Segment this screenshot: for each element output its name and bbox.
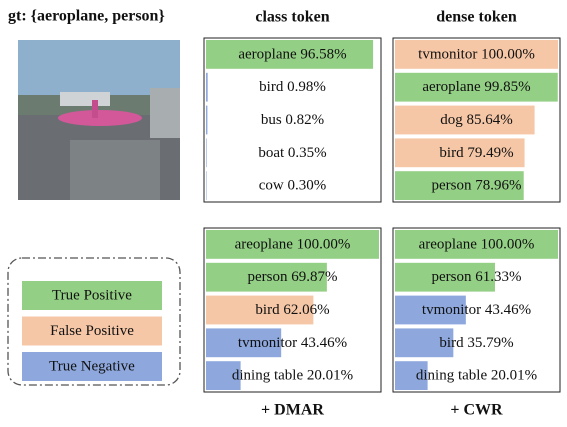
bar-label: bird 62.06% [255, 302, 329, 318]
value-label: 96.58% [300, 47, 346, 63]
bar [206, 361, 241, 390]
category-label: dog [440, 112, 463, 128]
bar [395, 295, 466, 325]
bar [395, 230, 558, 259]
category-label: cow [259, 178, 284, 194]
bar-label: dog 85.64% [440, 112, 513, 128]
panel-title: + DMAR [261, 402, 324, 419]
bar [395, 328, 454, 358]
panel-title: + CWR [450, 402, 503, 419]
value-label: 100.00% [481, 237, 535, 253]
caption: gt: {aeroplane, person} [8, 8, 165, 25]
bar-label: tvmonitor 100.00% [418, 47, 535, 63]
bar-label: boat 0.35% [258, 145, 326, 161]
legend-swatch [22, 316, 162, 346]
category-label: person [432, 178, 472, 194]
panel-title: dense token [436, 9, 517, 26]
category-label: bus [261, 112, 282, 128]
bar-label: person 69.87% [248, 270, 338, 286]
value-label: 100.00% [481, 47, 535, 63]
category-label: tvmonitor [418, 47, 477, 63]
bar-label: aeroplane 99.85% [422, 80, 530, 96]
panel-frame [392, 227, 561, 393]
bar [395, 262, 495, 292]
category-label: dining table [232, 368, 304, 384]
bar [206, 230, 379, 259]
value-label: 0.35% [288, 145, 327, 161]
category-label: bird [255, 302, 280, 318]
legend-swatch [22, 281, 162, 310]
bar [206, 40, 374, 69]
photo [18, 40, 180, 200]
category-label: areoplane [235, 237, 294, 253]
category-label: bird [259, 80, 284, 96]
bar [395, 72, 558, 102]
category-label: areoplane [419, 237, 478, 253]
category-label: boat [258, 145, 285, 161]
bar [395, 361, 428, 390]
value-label: 35.79% [467, 335, 513, 351]
bar [395, 171, 524, 200]
value-label: 79.49% [467, 145, 513, 161]
bar-label: bird 79.49% [439, 145, 513, 161]
bar [395, 105, 535, 135]
value-label: 61.33% [475, 270, 521, 286]
category-label: aeroplane [238, 47, 297, 63]
value-label: 69.87% [291, 270, 337, 286]
value-label: 43.46% [485, 302, 531, 318]
bar [206, 328, 282, 358]
bar-label: dining table 20.01% [416, 368, 537, 384]
bar-label: areoplane 100.00% [235, 237, 351, 253]
category-label: bird [439, 335, 464, 351]
value-label: 78.96% [475, 178, 521, 194]
value-label: 62.06% [283, 302, 329, 318]
legend-label: False Positive [50, 323, 134, 339]
value-label: 20.01% [307, 368, 353, 384]
panel-frame [392, 37, 561, 203]
bar-label: bus 0.82% [261, 112, 324, 128]
bar [206, 138, 207, 168]
value-label: 0.82% [285, 112, 324, 128]
bar [206, 105, 208, 135]
panel-frame [203, 37, 382, 203]
bar-label: areoplane 100.00% [419, 237, 535, 253]
bar-label: aeroplane 96.58% [238, 47, 346, 63]
bar [206, 171, 207, 200]
legend-box [7, 257, 181, 386]
legend-swatch [22, 352, 162, 381]
value-label: 43.46% [301, 335, 347, 351]
value-label: 100.00% [297, 237, 351, 253]
bar-label: cow 0.30% [259, 178, 327, 194]
category-label: person [432, 270, 472, 286]
category-label: person [248, 270, 288, 286]
bar [206, 262, 327, 292]
legend-label: True Negative [49, 358, 135, 374]
panel-frame [203, 227, 382, 393]
value-label: 85.64% [467, 112, 513, 128]
value-label: 99.85% [484, 80, 530, 96]
bar-label: person 61.33% [432, 270, 522, 286]
category-label: tvmonitor [238, 335, 297, 351]
category-label: aeroplane [422, 80, 481, 96]
bar [395, 40, 558, 69]
bar-label: tvmonitor 43.46% [422, 302, 531, 318]
bar [206, 72, 208, 102]
bar [395, 138, 525, 168]
category-label: tvmonitor [422, 302, 481, 318]
legend-label: True Positive [52, 287, 132, 303]
value-label: 0.30% [288, 178, 327, 194]
bar-label: person 78.96% [432, 178, 522, 194]
bar-label: tvmonitor 43.46% [238, 335, 347, 351]
bar-label: dining table 20.01% [232, 368, 353, 384]
bar-label: bird 0.98% [259, 80, 326, 96]
category-label: bird [439, 145, 464, 161]
category-label: dining table [416, 368, 488, 384]
panel-title: class token [255, 9, 329, 26]
bar [206, 295, 314, 325]
value-label: 0.98% [287, 80, 326, 96]
bar-label: bird 35.79% [439, 335, 513, 351]
value-label: 20.01% [491, 368, 537, 384]
